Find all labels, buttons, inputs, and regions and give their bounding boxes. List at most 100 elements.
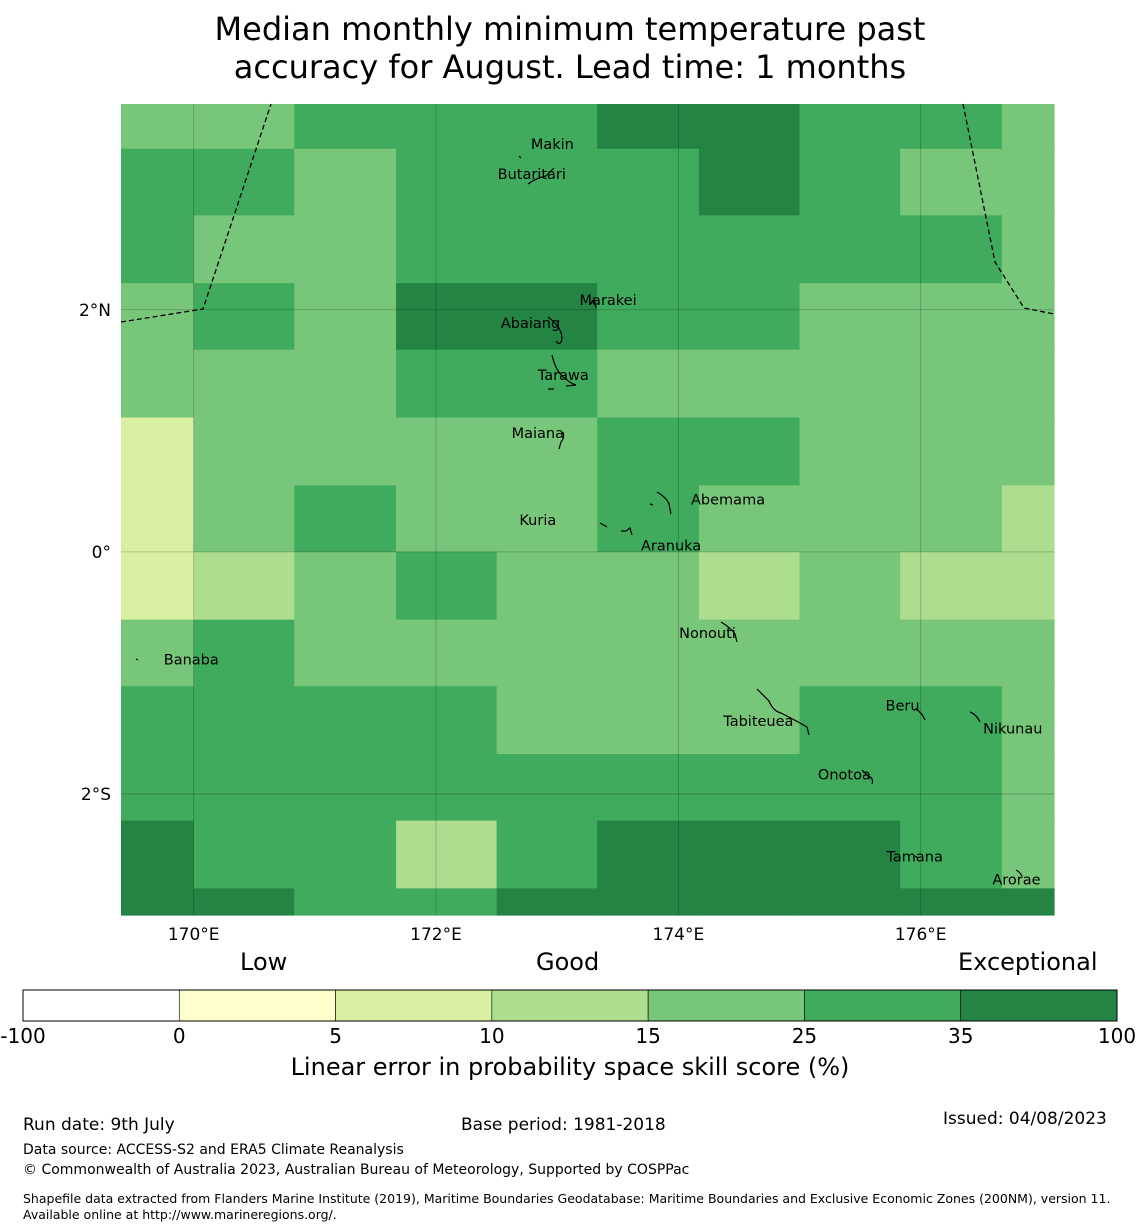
issued-date: Issued: 04/08/2023: [943, 1109, 1107, 1129]
grid-cell: [799, 888, 901, 916]
grid-cell: [396, 215, 498, 284]
place-label: Butaritari: [498, 167, 566, 183]
grid-cell: [900, 417, 1003, 486]
grid-cell: [698, 417, 801, 486]
grid-cell: [193, 820, 295, 889]
grid-cell: [1001, 551, 1055, 621]
place-label: Tabiteuea: [722, 714, 793, 730]
place-label: Abaiang: [501, 316, 560, 332]
grid-cell: [193, 349, 295, 419]
grid-cell: [799, 349, 901, 419]
grid-cell: [496, 888, 598, 916]
colorbar-exceptional-label: Exceptional: [958, 948, 1098, 976]
colorbar-tick-label: 10: [479, 1024, 504, 1048]
island-outline: [547, 316, 563, 345]
grid-cell: [121, 349, 195, 419]
place-label: Aranuka: [641, 539, 701, 555]
grid-cell: [294, 551, 397, 621]
grid-cell: [193, 619, 295, 687]
grid-cell: [698, 349, 801, 419]
grid-cell: [900, 349, 1003, 419]
grid-cell: [799, 619, 901, 687]
grid-cell: [900, 619, 1003, 687]
lon-tick-label: 176°E: [895, 925, 947, 945]
grid-cell: [294, 417, 397, 486]
island-outline: [649, 491, 672, 515]
grid-cell: [396, 754, 498, 822]
grid-cell: [900, 104, 1003, 150]
grid-cell: [294, 686, 397, 755]
grid-cell: [597, 551, 700, 621]
island-outline: [720, 621, 738, 643]
grid-cell: [193, 754, 295, 822]
colorbar-good-label: Good: [536, 948, 600, 976]
colorbar-tick-label: 15: [635, 1024, 660, 1048]
island-outline: [589, 297, 597, 309]
grid-cell: [193, 686, 295, 755]
grid-cell: [193, 283, 295, 351]
colorbar-segment: [491, 989, 649, 1022]
grid-cell: [193, 104, 295, 150]
place-label: Tarawa: [537, 368, 589, 384]
colorbar: -100 0 5 10 15 25 35 100: [0, 989, 1136, 1048]
island-outline: [135, 658, 139, 661]
colorbar-segment: [804, 989, 962, 1022]
colorbar-segment: [178, 989, 336, 1022]
grid-cell: [1001, 820, 1055, 889]
eez-boundary-east: [962, 103, 1055, 315]
island-outline: [969, 711, 981, 723]
grid-cell: [597, 349, 700, 419]
grid-cell: [496, 754, 598, 822]
place-label: Tamana: [885, 850, 942, 866]
grid-cell: [294, 619, 397, 687]
grid-cell: [121, 686, 195, 755]
grid-cell: [121, 148, 195, 216]
grid-cell: [799, 686, 901, 755]
island-outline: [756, 688, 810, 736]
place-label: Arorae: [992, 873, 1040, 889]
run-date: Run date: 9th July: [23, 1115, 175, 1135]
grid-cell: [396, 551, 498, 621]
place-label: Makin: [531, 137, 574, 153]
colorbar-axis-label: Linear error in probability space skill …: [290, 1053, 850, 1081]
lat-tick-label: 2°S: [81, 785, 111, 805]
grid-cell: [121, 619, 195, 687]
grid-cell: [900, 283, 1003, 351]
colorbar-tick-label: 35: [948, 1024, 973, 1048]
grid-cell: [121, 417, 195, 486]
place-label: Beru: [886, 698, 920, 714]
grid-cell: [396, 820, 498, 889]
grid-cell: [193, 551, 295, 621]
grid-cell: [799, 754, 901, 822]
grid-cell: [294, 485, 397, 553]
grid-cell: [294, 104, 397, 150]
island-outline: [599, 522, 633, 536]
colorbar-outline: [22, 989, 1118, 1022]
grid-cell: [597, 619, 700, 687]
grid-cell: [597, 148, 700, 216]
colorbar-tick-label: -100: [0, 1024, 45, 1048]
grid-cell: [294, 215, 397, 284]
grid-cell: [698, 104, 801, 150]
grid-cell: [496, 820, 598, 889]
island-outline: [518, 155, 522, 159]
grid-cell: [597, 215, 700, 284]
colorbar-tick-label: 100: [1098, 1024, 1136, 1048]
shapefile-credit: Shapefile data extracted from Flanders M…: [23, 1191, 1111, 1222]
title-line-2: accuracy for August. Lead time: 1 months: [233, 48, 907, 86]
grid-cell: [496, 104, 598, 150]
grid-cell: [496, 619, 598, 687]
grid-cell: [193, 417, 295, 486]
grid-cell: [1001, 888, 1055, 916]
grid-cell: [698, 551, 801, 621]
grid-cell: [597, 820, 700, 889]
grid-cell: [1001, 417, 1055, 486]
grid-cell: [1001, 349, 1055, 419]
grid-cell: [900, 754, 1003, 822]
grid-cell: [496, 283, 598, 351]
colorbar-tick-label: 25: [792, 1024, 817, 1048]
grid-cell: [496, 148, 598, 216]
place-label: Abemama: [691, 493, 765, 509]
grid-cell: [799, 104, 901, 150]
grid-cell: [1001, 754, 1055, 822]
